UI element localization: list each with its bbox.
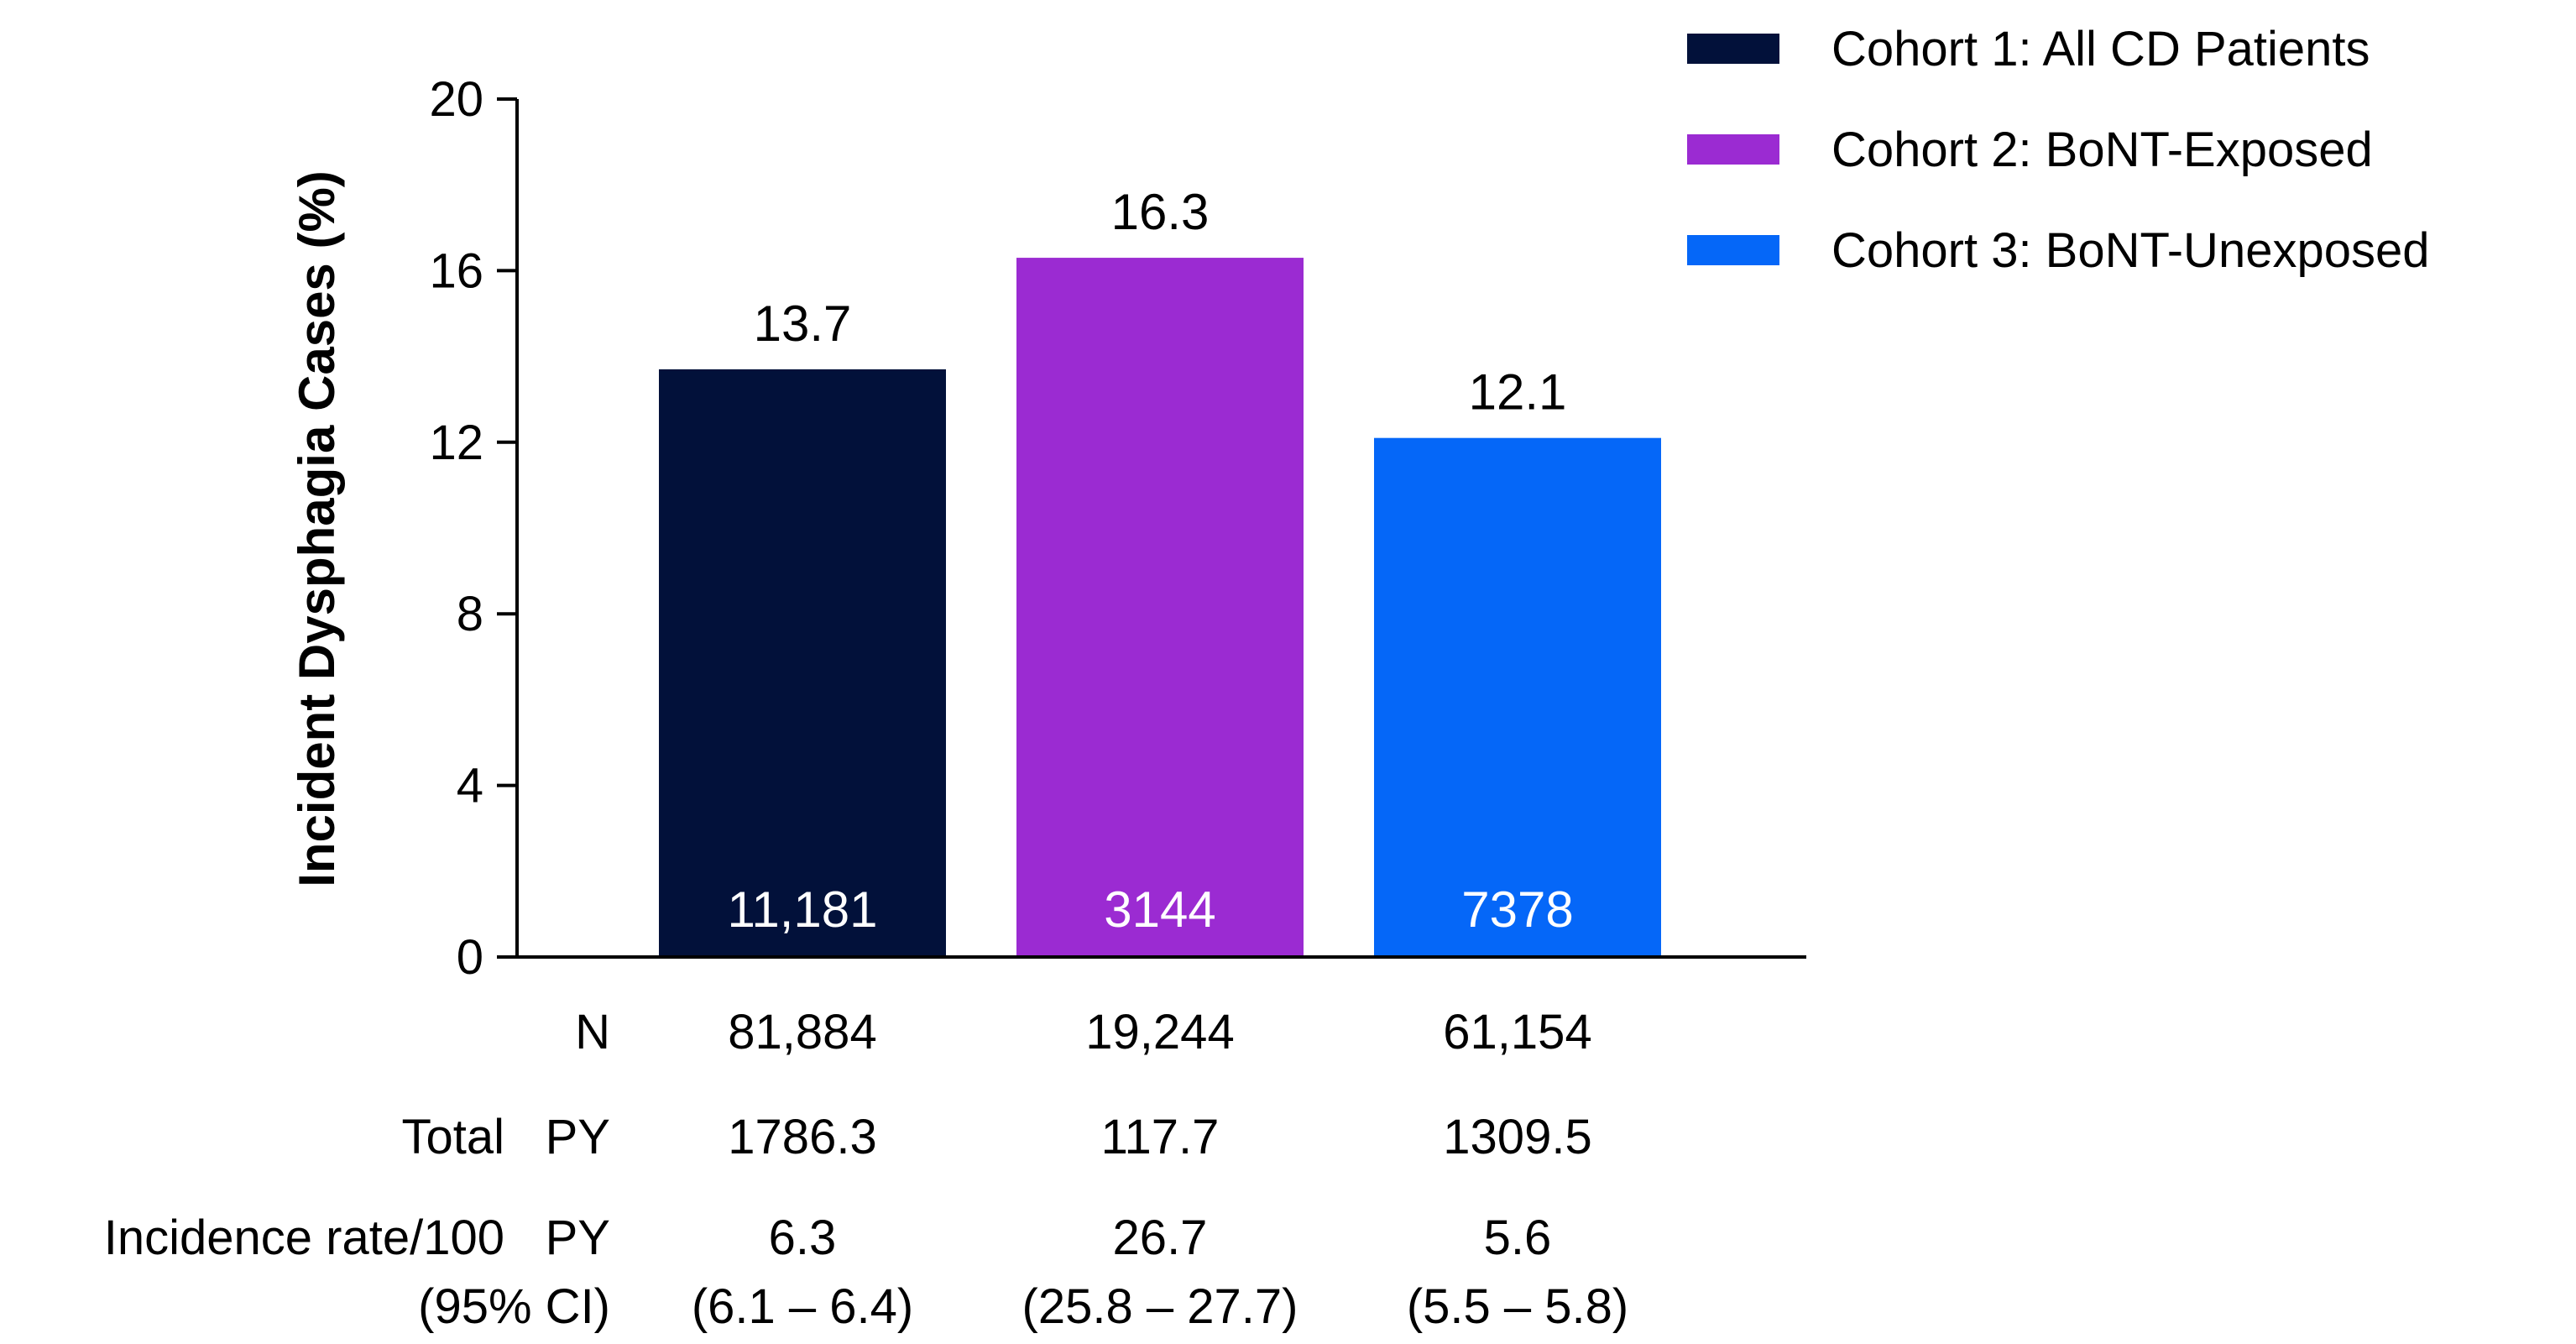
table-n-value-3: 61,154 bbox=[1443, 1005, 1592, 1059]
table-rate-value-3: 5.6 bbox=[1483, 1211, 1552, 1265]
table-ci-value-3: (5.5 – 5.8) bbox=[1406, 1279, 1629, 1334]
table-total-value-3: 1309.5 bbox=[1443, 1110, 1592, 1164]
bar-inner-label-cohort-3: 7378 bbox=[1461, 881, 1573, 938]
table-ci-value-2: (25.8 – 27.7) bbox=[1022, 1279, 1298, 1334]
bar-cohort-1 bbox=[659, 369, 946, 957]
bar-inner-label-cohort-2: 3144 bbox=[1104, 881, 1215, 938]
table-n-label: N bbox=[575, 1005, 610, 1059]
y-axis-label: Incident Dysphagia Cases (%) bbox=[289, 170, 345, 887]
y-tick-label: 4 bbox=[457, 759, 483, 813]
bar-cohort-3 bbox=[1374, 437, 1661, 957]
bar-cohort-2 bbox=[1016, 258, 1304, 957]
legend-swatch-cohort-3 bbox=[1687, 235, 1779, 265]
table-total-label: Total bbox=[401, 1110, 504, 1164]
table-total-value-2: 117.7 bbox=[1100, 1110, 1220, 1164]
bar-value-label-cohort-2: 16.3 bbox=[1111, 184, 1210, 240]
y-tick-label: 20 bbox=[429, 72, 483, 127]
y-tick-label: 12 bbox=[429, 416, 483, 470]
bar-value-label-cohort-1: 13.7 bbox=[754, 295, 852, 352]
table-ci-value-1: (6.1 – 6.4) bbox=[691, 1279, 914, 1334]
legend-label-cohort-1: Cohort 1: All CD Patients bbox=[1831, 22, 2370, 76]
bar-inner-label-cohort-1: 11,181 bbox=[727, 881, 877, 938]
bar-value-label-cohort-3: 12.1 bbox=[1469, 364, 1567, 421]
y-tick-label: 16 bbox=[429, 243, 483, 298]
legend-swatch-cohort-1 bbox=[1687, 34, 1779, 64]
table-ci-label: (95% CI) bbox=[418, 1279, 610, 1334]
table-rate-py-label: PY bbox=[545, 1211, 610, 1265]
legend-label-cohort-2: Cohort 2: BoNT-Exposed bbox=[1831, 123, 2373, 177]
legend-swatch-cohort-2 bbox=[1687, 134, 1779, 165]
bars: 13.7 11,181 16.3 3144 12.1 7378 bbox=[659, 184, 1661, 957]
table-rate-value-1: 6.3 bbox=[768, 1211, 837, 1265]
y-axis: 0 4 8 12 16 20 bbox=[429, 72, 519, 985]
table-py-label: PY bbox=[545, 1110, 610, 1164]
table-rate-label: Incidence rate/100 bbox=[103, 1211, 504, 1265]
table-n-value-2: 19,244 bbox=[1085, 1005, 1235, 1059]
table-rate-value-2: 26.7 bbox=[1112, 1211, 1208, 1265]
table-total-value-1: 1786.3 bbox=[728, 1110, 877, 1164]
y-tick-label: 8 bbox=[457, 587, 483, 641]
legend-label-cohort-3: Cohort 3: BoNT-Unexposed bbox=[1831, 223, 2430, 278]
y-tick-label: 0 bbox=[457, 930, 483, 985]
table-n-value-1: 81,884 bbox=[728, 1005, 877, 1059]
